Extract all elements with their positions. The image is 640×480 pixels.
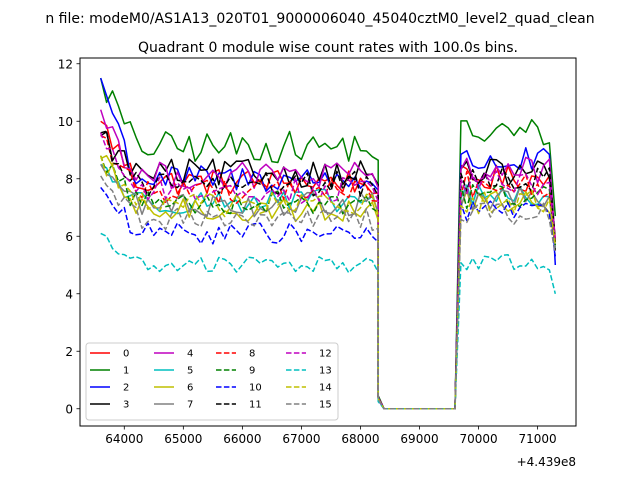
series-line-0 <box>100 120 557 410</box>
legend-label-13: 13 <box>319 366 332 377</box>
x-tick-label: 67000 <box>282 432 320 446</box>
x-offset-label: +4.439e8 <box>517 455 576 469</box>
series-line-8 <box>100 134 557 410</box>
x-tick-label: 69000 <box>400 432 438 446</box>
x-tick-label: 71000 <box>519 432 557 446</box>
plot-area: 64000 65000 66000 67000 68000 69000 70000 71000… <box>58 57 577 446</box>
legend-label-0: 0 <box>123 349 129 360</box>
chart-suptitle: n file: modeM0/AS1A13_020T01_9000006040_… <box>45 11 594 27</box>
x-tick-label: 65000 <box>164 432 202 446</box>
y-tick-label: 2 <box>65 345 73 359</box>
legend-label-6: 6 <box>187 383 193 394</box>
x-tick-label: 70000 <box>459 432 497 446</box>
y-tick-label: 8 <box>65 172 73 186</box>
y-tick-label: 4 <box>65 287 73 301</box>
series-layer <box>99 77 557 410</box>
x-axis-ticks: 64000 65000 66000 67000 68000 69000 70000 71000 <box>105 426 557 446</box>
legend-label-14: 14 <box>319 383 332 394</box>
axes-frame <box>79 57 577 427</box>
x-tick-label: 66000 <box>223 432 261 446</box>
legend-label-10: 10 <box>249 383 262 394</box>
chart-title: Quadrant 0 module wise count rates with … <box>138 40 518 56</box>
y-tick-label: 12 <box>58 57 73 71</box>
legend-label-3: 3 <box>123 400 129 411</box>
series-line-15 <box>100 175 557 410</box>
legend-label-15: 15 <box>319 400 332 411</box>
legend-label-9: 9 <box>249 366 255 377</box>
y-tick-label: 10 <box>58 115 73 129</box>
series-line-9 <box>99 155 557 410</box>
x-tick-label: 64000 <box>105 432 143 446</box>
series-line-11 <box>100 130 557 410</box>
legend-label-8: 8 <box>249 349 255 360</box>
series-line-7 <box>100 164 557 410</box>
y-tick-label: 0 <box>65 402 73 416</box>
y-axis-ticks: 0 2 4 6 8 10 12 <box>58 57 80 416</box>
legend-label-4: 4 <box>187 349 193 360</box>
legend-label-5: 5 <box>187 366 193 377</box>
x-tick-label: 68000 <box>341 432 379 446</box>
legend-frame <box>85 342 339 421</box>
legend-label-12: 12 <box>319 349 332 360</box>
series-line-1 <box>99 77 557 410</box>
series-line-14 <box>99 155 557 410</box>
legend-label-7: 7 <box>187 400 193 411</box>
legend-label-11: 11 <box>249 400 262 411</box>
legend-label-2: 2 <box>123 383 129 394</box>
y-tick-label: 6 <box>65 230 73 244</box>
legend-label-1: 1 <box>123 366 129 377</box>
series-line-13 <box>100 232 557 410</box>
